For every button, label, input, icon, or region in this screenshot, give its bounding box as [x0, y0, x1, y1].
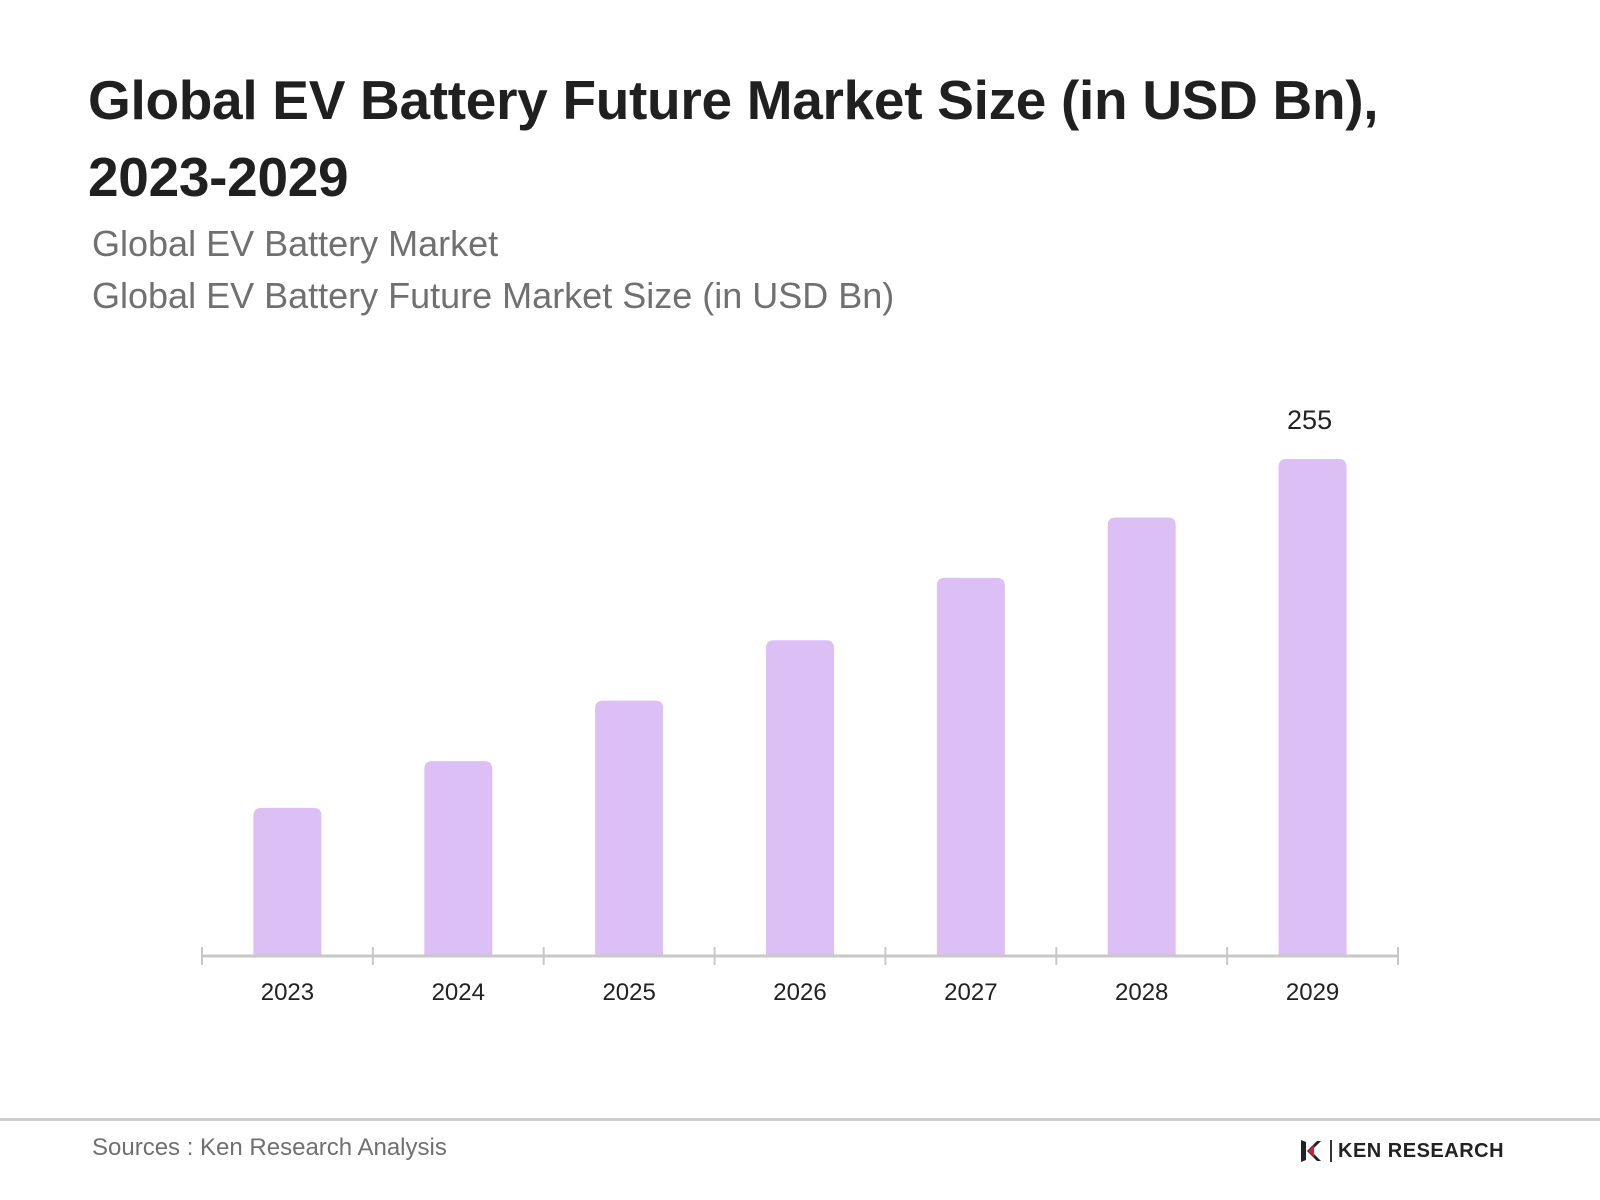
ken-research-logo-icon: [1301, 1140, 1321, 1162]
brand-logo: KEN RESEARCH: [1298, 1138, 1504, 1164]
subtitle-metric: Global EV Battery Future Market Size (in…: [92, 275, 895, 316]
x-tick-label-2029: 2029: [1286, 979, 1339, 1006]
logo-separator: [1330, 1140, 1332, 1162]
bar-2023: [253, 807, 322, 956]
x-tick-label-2025: 2025: [602, 979, 655, 1006]
brand-name: KEN RESEARCH: [1338, 1139, 1505, 1162]
bar-2027: [936, 577, 1005, 956]
x-tick-label-2023: 2023: [261, 979, 314, 1006]
x-tick-label-2024: 2024: [432, 979, 485, 1006]
x-tick-label-2027: 2027: [944, 979, 997, 1006]
bar-2024: [424, 761, 493, 956]
bar-chart: 2023 2024 2025 2026 2027 2028 255 2029: [201, 405, 1399, 1006]
bar-2028: [1107, 517, 1176, 956]
x-tick-label-2026: 2026: [773, 979, 826, 1006]
chart-title: Global EV Battery Future Market Size (in…: [88, 69, 1379, 208]
bar-2029: [1278, 459, 1347, 956]
bar-2026: [766, 640, 834, 956]
bar-2025: [595, 700, 664, 956]
subtitle-market: Global EV Battery Market: [92, 223, 499, 264]
x-tick-label-2028: 2028: [1115, 979, 1168, 1006]
footer-divider: [0, 1118, 1600, 1121]
source-note: Sources : Ken Research Analysis: [92, 1134, 447, 1161]
data-label-2029: 255: [1287, 405, 1332, 435]
